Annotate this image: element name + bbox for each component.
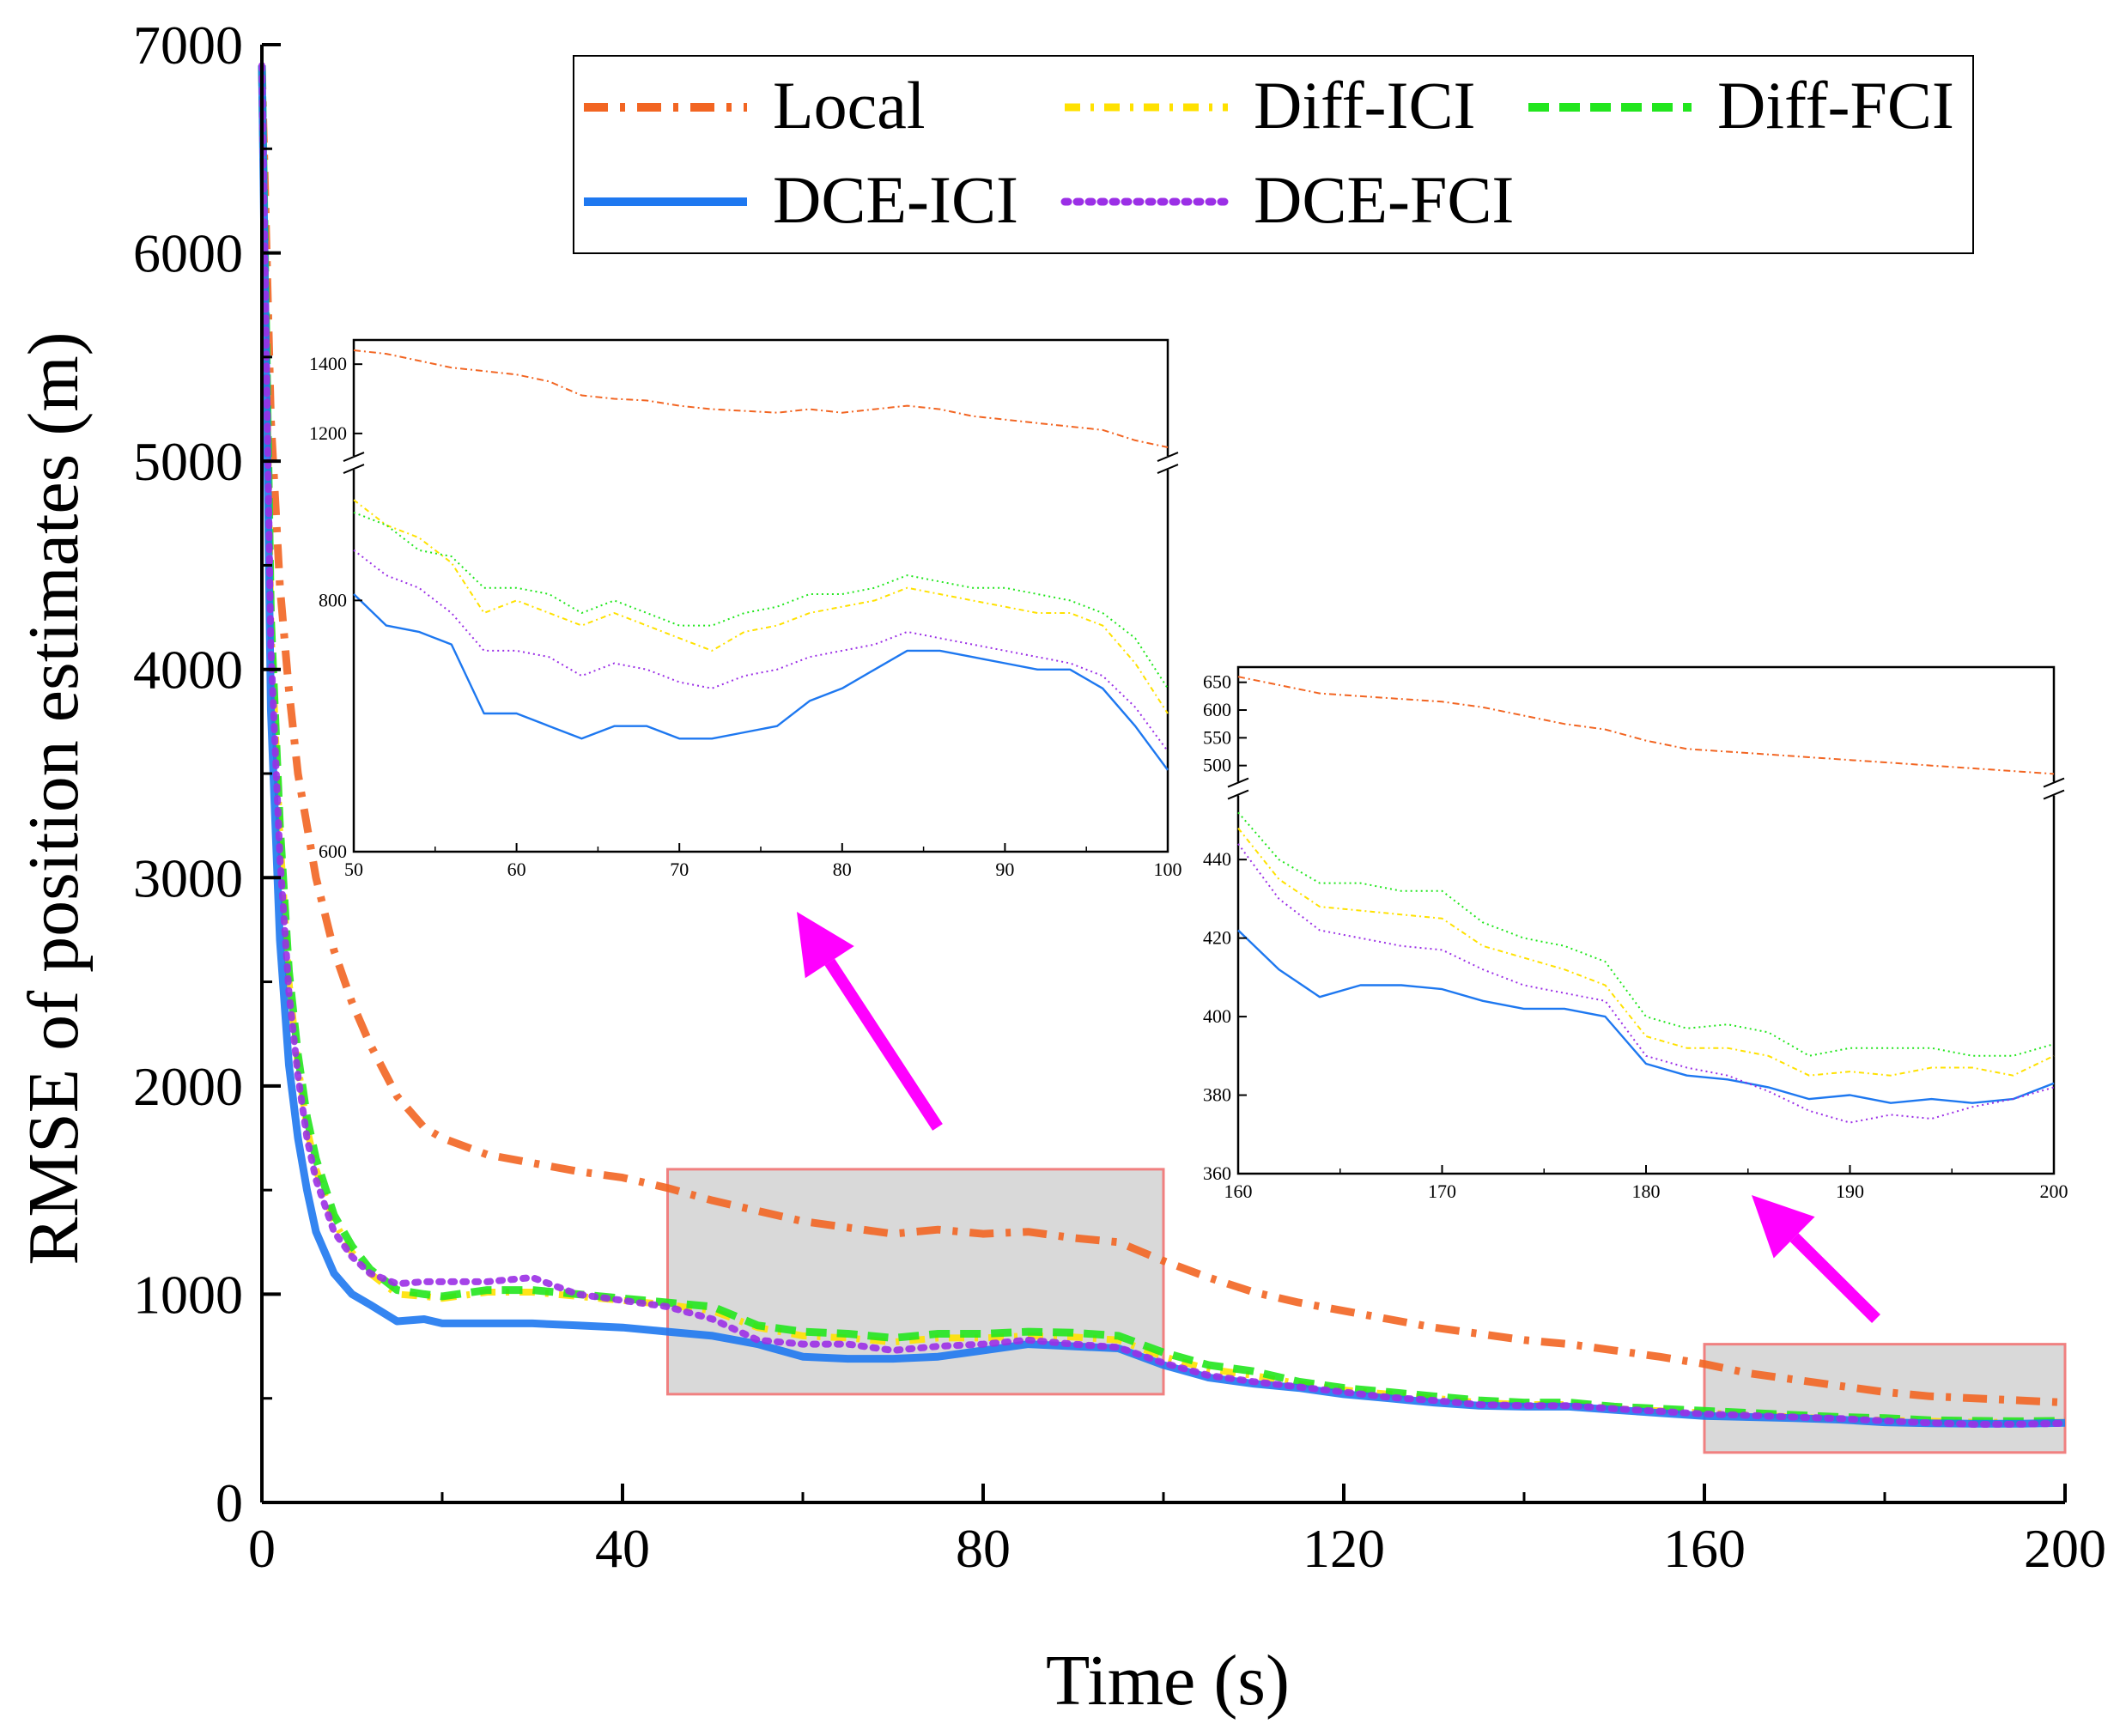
series-line-local — [258, 65, 2066, 1407]
inset-zoom-1: 50 60 70 80 90 100 1200 1400 600 800 — [309, 338, 1182, 880]
y-tick-label: 6000 — [133, 223, 243, 284]
arrow-to-inset-1-head — [797, 912, 854, 979]
inset-y-tick-label: 420 — [1203, 927, 1231, 949]
legend-label-dce-fci: DCE-FCI — [1254, 162, 1514, 237]
inset-frame — [1236, 665, 2056, 1175]
inset-x-tick-label: 100 — [1154, 859, 1182, 880]
inset-series-line-local — [1237, 676, 2055, 775]
axis-break-mark — [1157, 452, 1179, 462]
inset-series-line-diff-fci — [353, 511, 1169, 689]
inset-x-tick-label: 80 — [833, 859, 852, 880]
inset-series-line-dce-ici — [1237, 929, 2055, 1104]
inset-x-tick-label: 200 — [2040, 1181, 2068, 1202]
inset-x-tick-label: 160 — [1224, 1181, 1253, 1202]
x-tick-label: 80 — [956, 1518, 1011, 1579]
main-axes: 0 40 80 120 160 20001000200030004000500060007… — [133, 15, 2106, 1579]
x-tick-label: 40 — [595, 1518, 650, 1579]
inset-series-line-local — [353, 349, 1169, 448]
series-line-diff-fci — [258, 65, 2066, 1425]
main-series-group — [258, 62, 2068, 1428]
inset-y-tick-label: 380 — [1203, 1084, 1231, 1106]
axis-break-mark — [1227, 777, 1249, 788]
inset-x-tick-label: 180 — [1632, 1181, 1661, 1202]
arrow-to-inset-2-shaft — [1789, 1233, 1880, 1323]
y-tick-label: 4000 — [133, 640, 243, 701]
inset-y-tick-label: 400 — [1203, 1005, 1231, 1027]
inset-series-line-dce-fci — [1237, 843, 2055, 1124]
y-tick-label: 1000 — [133, 1264, 243, 1325]
legend-label-local: Local — [773, 68, 926, 143]
inset-series-line-dce-ici — [353, 593, 1169, 771]
inset-series-line-diff-fci — [1237, 811, 2055, 1057]
arrow-to-inset-2-head — [1752, 1195, 1815, 1259]
x-tick-label: 200 — [2024, 1518, 2106, 1579]
axis-break-mask — [342, 456, 366, 470]
series-line-dce-ici — [258, 65, 2066, 1428]
axis-break-mask — [1226, 781, 1250, 796]
x-tick-label: 160 — [1663, 1518, 1746, 1579]
y-axis-title: RMSE of position estimates (m) — [14, 331, 94, 1265]
axis-break-mask — [2042, 781, 2066, 796]
legend-box — [573, 55, 1974, 254]
inset-y-tick-label: 1400 — [309, 353, 347, 374]
axis-break-mark — [2043, 777, 2065, 788]
axis-break-mark — [1227, 789, 1249, 800]
inset-x-tick-label: 50 — [344, 859, 363, 880]
axis-break-mask — [1156, 456, 1180, 470]
highlight-regions — [666, 1168, 2067, 1454]
inset-y-tick-label: 800 — [319, 589, 347, 610]
axis-break-mark — [343, 464, 365, 474]
inset-series-line-dce-fci — [353, 549, 1169, 752]
inset-x-tick-label: 70 — [670, 859, 689, 880]
axis-break-mark — [1157, 464, 1179, 474]
inset-x-tick-label: 170 — [1428, 1181, 1456, 1202]
inset-y-tick-label: 1200 — [309, 422, 347, 444]
x-tick-label: 120 — [1303, 1518, 1385, 1579]
series-line-dce-fci — [258, 62, 2068, 1428]
inset-y-tick-label: 600 — [319, 841, 347, 862]
inset-y-tick-label: 550 — [1203, 726, 1231, 748]
legend-label-diff-ici: Diff-ICI — [1254, 68, 1476, 143]
y-tick-label: 0 — [216, 1472, 243, 1533]
y-tick-label: 3000 — [133, 847, 243, 908]
inset-y-tick-label: 440 — [1203, 848, 1231, 870]
inset-frame — [352, 338, 1169, 853]
x-axis-title: Time (s) — [1046, 1641, 1290, 1721]
y-tick-label: 5000 — [133, 431, 243, 492]
inset-series-line-diff-ici — [353, 499, 1169, 714]
arrows — [797, 912, 1880, 1323]
inset-x-tick-label: 60 — [507, 859, 526, 880]
axis-break-mark — [343, 452, 365, 462]
inset-y-tick-label: 360 — [1203, 1162, 1231, 1184]
arrow-to-inset-1-shaft — [824, 958, 943, 1131]
inset-series-line-diff-ici — [1237, 827, 2055, 1077]
y-tick-label: 2000 — [133, 1056, 243, 1117]
legend: Local Diff-ICI Diff-FCI DCE-ICI DCE-FCI — [573, 55, 1974, 254]
inset-zoom-2: 160 170 180 190 200 500 550 600 650 360 380 400 420 4… — [1203, 665, 2068, 1202]
inset-y-tick-label: 500 — [1203, 755, 1231, 776]
inset-y-tick-label: 600 — [1203, 699, 1231, 720]
inset-x-tick-label: 90 — [995, 859, 1014, 880]
axis-break-mark — [2043, 789, 2065, 800]
inset-y-tick-label: 650 — [1203, 671, 1231, 693]
inset-x-tick-label: 190 — [1836, 1181, 1864, 1202]
y-tick-label: 7000 — [133, 15, 243, 76]
legend-label-dce-ici: DCE-ICI — [773, 162, 1018, 237]
x-tick-label: 0 — [248, 1518, 276, 1579]
highlight-region-2 — [1703, 1343, 2067, 1454]
legend-label-diff-fci: Diff-FCI — [1717, 68, 1954, 143]
